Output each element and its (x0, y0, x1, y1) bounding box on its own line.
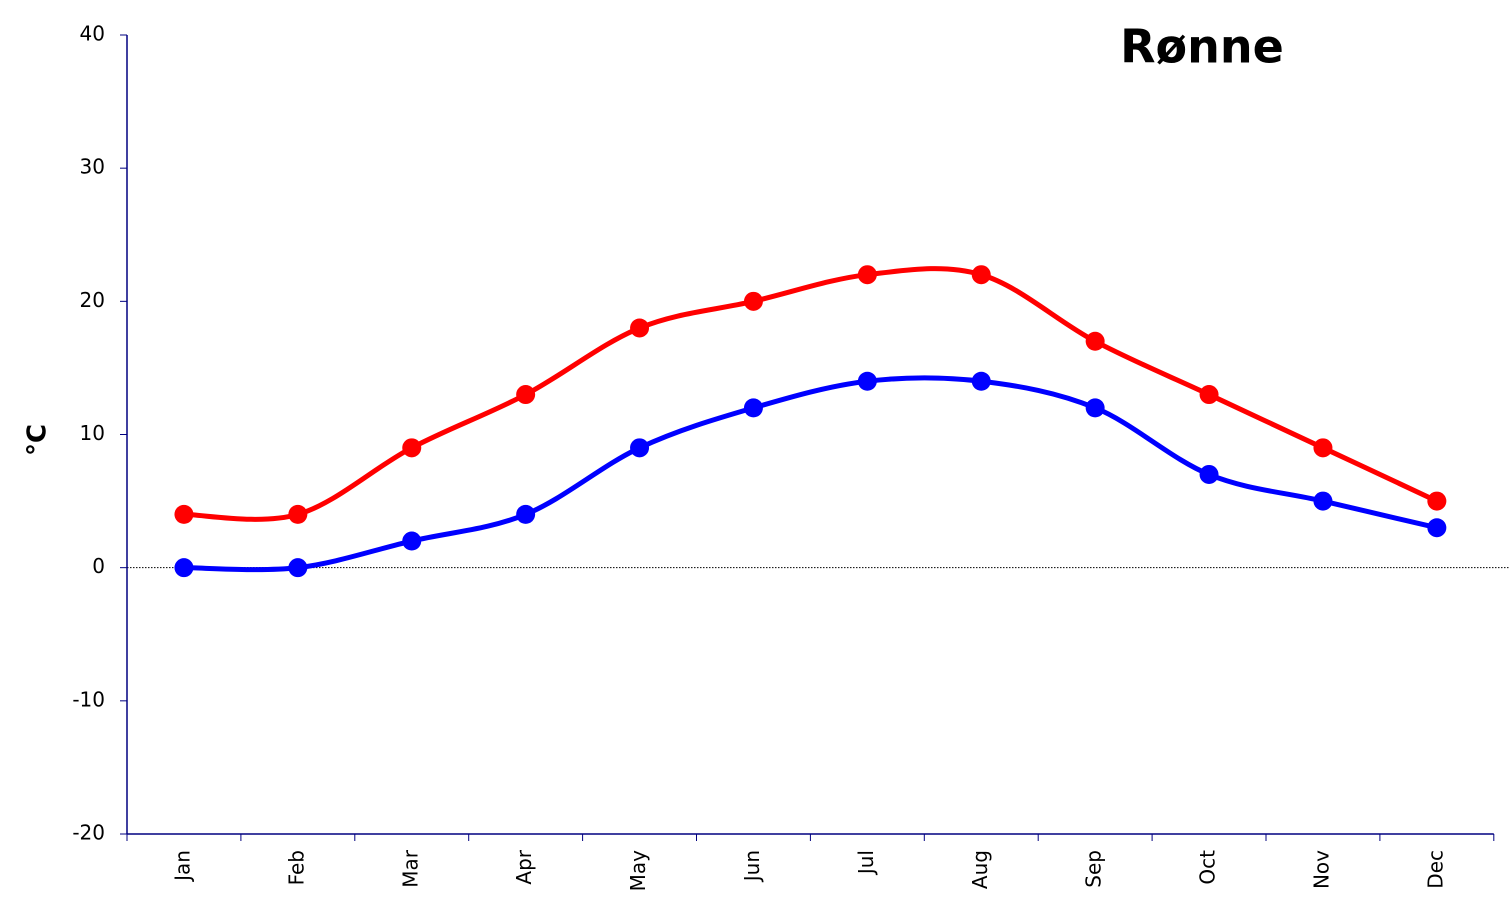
data-point (743, 398, 763, 418)
data-point (516, 385, 536, 405)
data-point (402, 531, 422, 551)
x-tick-label: Jul (854, 850, 878, 876)
y-tick-label: 20 (80, 288, 105, 312)
data-point (174, 558, 194, 578)
data-point (1427, 491, 1447, 511)
data-point (857, 265, 877, 285)
data-point (630, 438, 650, 458)
x-tick-label: Apr (512, 849, 536, 884)
x-tick-label: Feb (284, 850, 308, 885)
y-tick-label: 40 (80, 22, 105, 46)
x-tick-label: Dec (1423, 850, 1447, 889)
y-tick-label: -20 (72, 821, 105, 845)
x-tick-label: Mar (398, 849, 422, 888)
x-tick-label: Oct (1196, 850, 1220, 885)
y-tick-label: 10 (80, 421, 105, 445)
data-point (402, 438, 422, 458)
x-tick-label: Jan (170, 850, 194, 883)
y-tick-label: -10 (72, 687, 105, 711)
y-tick-label: 30 (80, 155, 105, 179)
data-point (1427, 518, 1447, 538)
x-tick-label: Aug (968, 850, 992, 889)
series-line (183, 266, 1438, 522)
data-point (1313, 438, 1333, 458)
data-point (516, 504, 536, 524)
y-axis-label: °C (23, 424, 53, 456)
x-tick-label: Jun (740, 850, 764, 883)
data-point (1085, 331, 1105, 351)
data-point (971, 371, 991, 391)
data-point (857, 371, 877, 391)
x-tick-label: May (626, 850, 650, 892)
data-point (743, 291, 763, 311)
y-tick-label: 0 (92, 554, 105, 578)
data-point (971, 265, 991, 285)
data-point (630, 318, 650, 338)
data-point (1313, 491, 1333, 511)
data-point (288, 558, 308, 578)
data-point (174, 504, 194, 524)
chart-title: Rønne (1120, 20, 1284, 74)
data-point (1199, 385, 1219, 405)
x-tick-label: Sep (1082, 850, 1106, 888)
data-point (1199, 464, 1219, 484)
data-point (288, 504, 308, 524)
data-point (1085, 398, 1105, 418)
x-tick-label: Nov (1309, 850, 1333, 889)
